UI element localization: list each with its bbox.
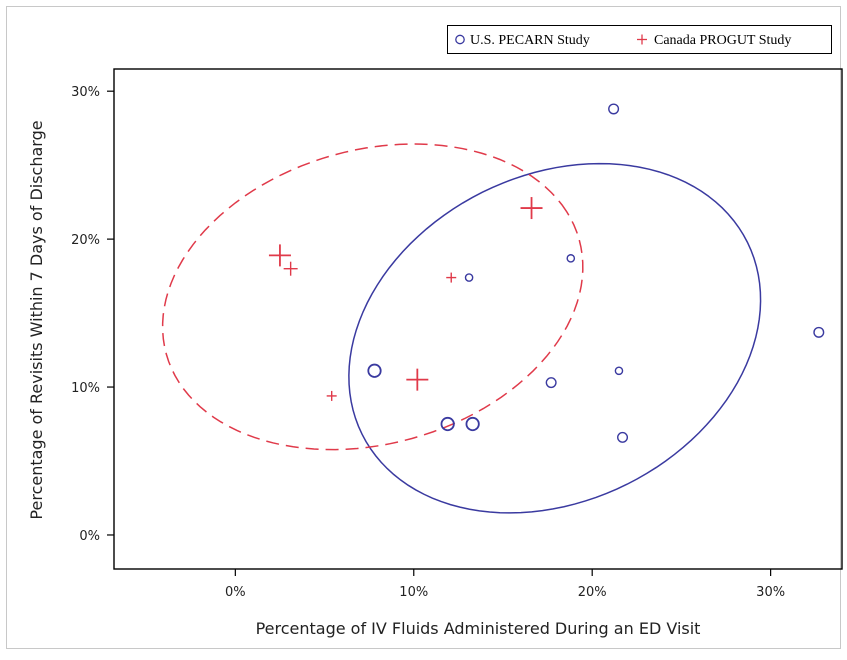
x-tick-label-2: 20% <box>578 585 607 600</box>
x-axis-title: Percentage of IV Fluids Administered Dur… <box>256 619 701 638</box>
legend-label-pecarn: U.S. PECARN Study <box>470 33 590 48</box>
progut-point-4 <box>406 368 429 391</box>
axes: 0% 10% 20% 30% 0% 10% 20% 30% <box>71 85 785 600</box>
confidence-ellipses <box>161 143 762 514</box>
progut-point-3 <box>446 272 457 283</box>
plot-area <box>113 68 843 570</box>
pecarn-point-5 <box>614 366 624 376</box>
y-tick-label-1: 10% <box>71 381 100 396</box>
data-points <box>268 103 825 443</box>
legend-label-progut: Canada PROGUT Study <box>654 33 791 48</box>
progut-point-0 <box>268 244 291 267</box>
figure-frame <box>6 6 841 649</box>
pecarn-point-3 <box>813 326 825 338</box>
pecarn-ellipse <box>348 162 762 514</box>
pecarn-point-8 <box>465 416 480 432</box>
y-tick-label-2: 20% <box>71 233 100 248</box>
x-tick-label-1: 10% <box>399 585 428 600</box>
legend-circle-marker <box>455 34 465 45</box>
x-tick-label-3: 30% <box>756 585 785 600</box>
pecarn-point-4 <box>367 363 382 378</box>
progut-point-1 <box>283 261 298 276</box>
y-tick-label-0: 0% <box>79 529 100 544</box>
legend: U.S. PECARN Study Canada PROGUT Study <box>447 25 832 54</box>
progut-point-2 <box>520 197 543 220</box>
y-axis-title: Percentage of Revisits Within 7 Days of … <box>27 120 46 519</box>
y-tick-label-3: 30% <box>71 85 100 100</box>
progut-point-5 <box>326 390 337 401</box>
progut-ellipse <box>161 143 584 451</box>
x-tick-label-0: 0% <box>225 585 246 600</box>
pecarn-point-9 <box>617 431 629 443</box>
pecarn-point-6 <box>545 377 557 389</box>
pecarn-point-1 <box>566 254 576 263</box>
pecarn-point-7 <box>440 416 455 432</box>
pecarn-point-2 <box>464 273 474 282</box>
pecarn-point-0 <box>608 103 620 115</box>
legend-plus-marker <box>637 34 647 45</box>
